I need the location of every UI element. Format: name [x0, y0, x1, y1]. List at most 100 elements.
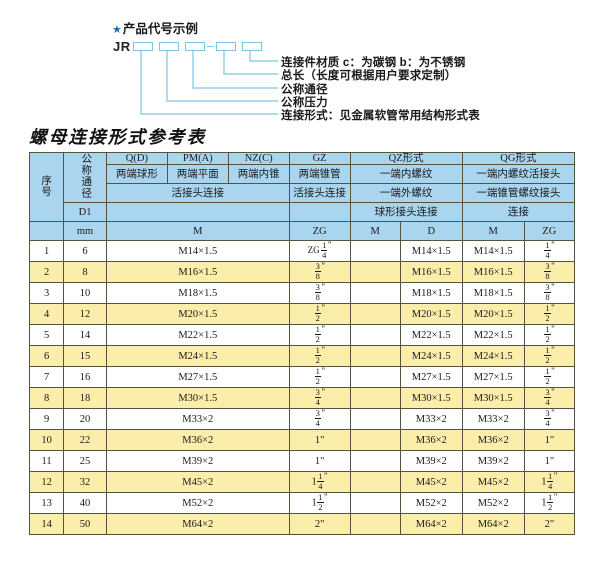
code-box-1: [133, 42, 153, 51]
cell-qg-zg: 1 1 2 ": [523, 492, 576, 515]
code-box-4: [216, 42, 236, 51]
cell-qg-m: M64×2: [461, 513, 525, 536]
cell-m: M22×1.5: [105, 324, 290, 347]
header-group-gz: GZ: [288, 151, 351, 166]
cell-m: M64×2: [105, 513, 290, 536]
cell-gz: 3 8 ": [288, 282, 351, 305]
header-nominal-diameter-text: 公称通径: [80, 153, 92, 199]
header-unit-qz-m: M: [349, 221, 401, 242]
cell-qg-zg: 1": [523, 429, 576, 452]
header-gz-desc2: 活接头连接: [288, 183, 351, 204]
cell-seq: 1: [28, 240, 65, 263]
cell-gz: 3 4 ": [288, 408, 351, 431]
annotation-nominal-dia: 公称通径: [281, 84, 328, 96]
table-row: 6 15 M24×1.5 1 2 " M24×1.5 M24×1.5 1 2 ": [28, 345, 576, 368]
header-group-nzc: NZ(C): [227, 151, 290, 166]
cell-dn: 18: [63, 387, 107, 410]
cell-qz-d: M24×1.5: [399, 345, 463, 368]
header-qg-desc2: 一端锥管螺纹接头: [461, 183, 576, 204]
header-nzc-desc1: 两端内锥: [227, 164, 290, 185]
header-qd-desc1: 两端球形: [105, 164, 168, 185]
cell-seq: 3: [28, 282, 65, 305]
cell-qg-m: M18×1.5: [461, 282, 525, 305]
header-qz-desc2: 一端外螺纹: [349, 183, 463, 204]
cell-qg-zg: 1 4 ": [523, 240, 576, 263]
code-box-5: [242, 42, 262, 51]
table-row: 4 12 M20×1.5 1 2 " M20×1.5 M20×1.5 1 2 ": [28, 303, 576, 326]
cell-dn: 15: [63, 345, 107, 368]
table-row: 1 6 M14×1.5 ZG 1 4 " M14×1.5 M14×1.5 1 4 ": [28, 240, 576, 263]
cell-qz-d: M16×1.5: [399, 261, 463, 284]
table-row: 8 18 M30×1.5 3 4 " M30×1.5 M30×1.5 3 4 ": [28, 387, 576, 410]
header-qz-desc3: 球形接头连接: [349, 202, 463, 223]
header-row-desc1: 两端球形 两端平面 两端内锥 两端锥管 一端内螺纹 一端内螺纹活接头: [30, 164, 576, 185]
header-row-units: mm M ZG M D M ZG: [28, 221, 576, 242]
cell-dn: 40: [63, 492, 107, 515]
annotation-total-length: 总长（长度可根据用户要求定制）: [281, 70, 457, 82]
header-seq-line2: 号: [41, 187, 52, 198]
cell-m: M24×1.5: [105, 345, 290, 368]
header-unit-qz-d: D: [399, 221, 463, 242]
cell-qg-zg: 1 2 ": [523, 366, 576, 389]
cell-qz-d: M45×2: [399, 471, 463, 494]
cell-qz-m: [349, 366, 401, 389]
cell-qz-d: M39×2: [399, 450, 463, 473]
cell-dn: 22: [63, 429, 107, 452]
header-row-desc3: D1 球形接头连接 连接: [30, 202, 576, 223]
table-row: 11 25 M39×2 1" M39×2 M39×2 1": [28, 450, 576, 473]
cell-gz: 1": [288, 450, 351, 473]
cell-qg-m: M36×2: [461, 429, 525, 452]
table-row: 14 50 M64×2 2" M64×2 M64×2 2": [28, 513, 576, 536]
cell-dn: 20: [63, 408, 107, 431]
cell-gz: 1": [288, 429, 351, 452]
cell-dn: 10: [63, 282, 107, 305]
cell-gz: 1 1 4 ": [288, 471, 351, 494]
table-row: 3 10 M18×1.5 3 8 " M18×1.5 M18×1.5 3 8 ": [28, 282, 576, 305]
header-row-desc2: 活接头连接 活接头连接 一端外螺纹 一端锥管螺纹接头: [30, 183, 576, 204]
cell-seq: 2: [28, 261, 65, 284]
cell-qz-m: [349, 429, 401, 452]
cell-m: M18×1.5: [105, 282, 290, 305]
cell-gz: 1 2 ": [288, 303, 351, 326]
table-row: 10 22 M36×2 1" M36×2 M36×2 1": [28, 429, 576, 452]
cell-qg-zg: 3 8 ": [523, 282, 576, 305]
header-group-pma: PM(A): [166, 151, 229, 166]
header-seq-line1: 序: [41, 175, 52, 187]
cell-dn: 6: [63, 240, 107, 263]
cell-gz: 3 4 ": [288, 387, 351, 410]
cell-qg-m: M20×1.5: [461, 303, 525, 326]
cell-qg-m: M27×1.5: [461, 366, 525, 389]
cell-seq: 4: [28, 303, 65, 326]
cell-m: M27×1.5: [105, 366, 290, 389]
star-icon: ★: [112, 24, 122, 36]
cell-qz-d: M64×2: [399, 513, 463, 536]
cell-m: M39×2: [105, 450, 290, 473]
cell-qz-d: M52×2: [399, 492, 463, 515]
header-gz-desc1: 两端锥管: [288, 164, 351, 185]
cell-qz-m: [349, 303, 401, 326]
cell-dn: 25: [63, 450, 107, 473]
cell-qz-m: [349, 408, 401, 431]
cell-seq: 10: [28, 429, 65, 452]
cell-qz-m: [349, 240, 401, 263]
cell-dn: 14: [63, 324, 107, 347]
cell-m: M30×1.5: [105, 387, 290, 410]
table-row: 12 32 M45×2 1 1 4 " M45×2 M45×2 1 1 4 ": [28, 471, 576, 494]
cell-qg-m: M14×1.5: [461, 240, 525, 263]
cell-qg-zg: 1 1 4 ": [523, 471, 576, 494]
cell-qz-d: M14×1.5: [399, 240, 463, 263]
cell-seq: 5: [28, 324, 65, 347]
cell-qz-d: M20×1.5: [399, 303, 463, 326]
code-box-2: [159, 42, 179, 51]
cell-qz-m: [349, 492, 401, 515]
table-row: 2 8 M16×1.5 3 8 " M16×1.5 M16×1.5 3 8 ": [28, 261, 576, 284]
cell-qg-m: M16×1.5: [461, 261, 525, 284]
cell-qg-m: M52×2: [461, 492, 525, 515]
cell-qz-m: [349, 387, 401, 410]
cell-qg-m: M24×1.5: [461, 345, 525, 368]
header-group-qg: QG形式: [461, 151, 576, 166]
cell-dn: 12: [63, 303, 107, 326]
cell-qg-zg: 2": [523, 513, 576, 536]
table-row: 13 40 M52×2 1 1 2 " M52×2 M52×2 1 1 2 ": [28, 492, 576, 515]
header-row-codes: 序 号 公称通径 Q(D) PM(A) NZ(C) GZ QZ形式 QG形式: [28, 151, 576, 223]
